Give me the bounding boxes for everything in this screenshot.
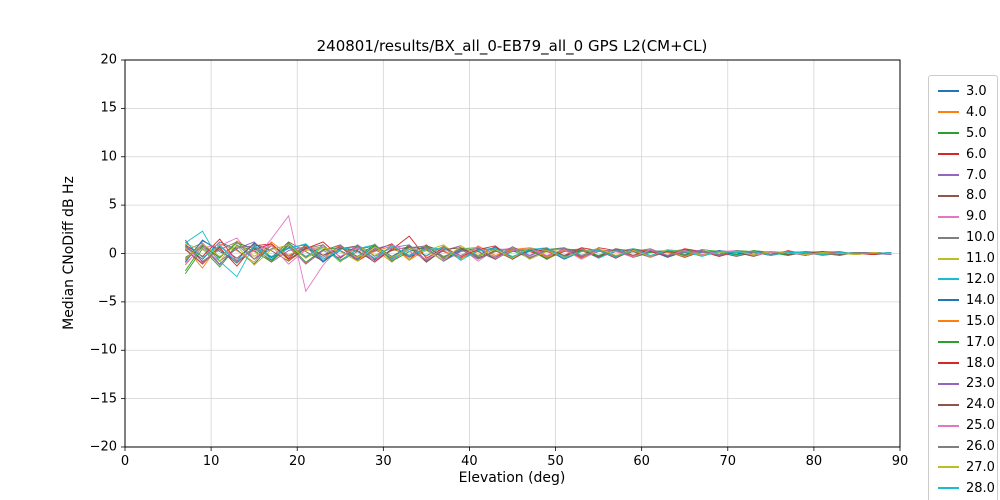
series-line-26.0 <box>185 241 892 262</box>
legend-item-17.0: 17.0 <box>929 332 997 353</box>
legend-label: 7.0 <box>966 167 987 183</box>
y-tick-label: 0 <box>108 246 117 261</box>
x-tick-label: 80 <box>805 454 823 469</box>
legend-item-14.0: 14.0 <box>929 290 997 311</box>
legend-item-5.0: 5.0 <box>929 123 997 144</box>
series-line-28.0 <box>184 241 892 263</box>
legend-item-26.0: 26.0 <box>929 436 997 457</box>
legend-swatch <box>938 153 959 156</box>
y-tick-label: 10 <box>100 149 117 165</box>
legend-label: 11.0 <box>966 251 995 267</box>
legend-swatch <box>938 445 959 448</box>
legend-label: 15.0 <box>966 313 995 329</box>
legend-label: 24.0 <box>966 397 995 413</box>
x-tick-label: 20 <box>288 454 306 469</box>
legend-swatch <box>938 111 959 114</box>
legend-label: 18.0 <box>966 355 995 371</box>
legend-swatch <box>938 341 959 344</box>
legend-label: 27.0 <box>966 459 995 475</box>
y-tick-label: −20 <box>89 439 117 455</box>
legend-item-3.0: 3.0 <box>929 81 997 102</box>
legend-label: 23.0 <box>966 376 995 392</box>
y-tick-label: −5 <box>97 294 117 310</box>
legend-label: 8.0 <box>966 188 987 204</box>
legend-label: 12.0 <box>966 271 995 287</box>
legend-label: 10.0 <box>966 230 995 246</box>
x-tick-label: 0 <box>120 454 130 469</box>
legend-swatch <box>938 174 959 176</box>
legend-label: 17.0 <box>966 334 995 350</box>
x-tick-label: 40 <box>461 454 478 469</box>
legend-swatch <box>938 132 959 135</box>
x-tick-label: 30 <box>375 454 392 469</box>
x-tick-label: 90 <box>891 454 909 469</box>
series-line-25.0 <box>184 244 892 265</box>
legend-swatch <box>938 278 959 281</box>
legend-swatch <box>938 90 959 93</box>
series-line-27.0 <box>184 243 892 266</box>
legend-swatch <box>938 236 959 239</box>
legend-swatch <box>938 320 959 323</box>
legend-swatch <box>938 299 959 302</box>
y-tick-label: 15 <box>100 100 117 116</box>
legend-item-10.0: 10.0 <box>929 227 997 248</box>
legend-item-27.0: 27.0 <box>929 457 997 478</box>
legend-item-11.0: 11.0 <box>929 248 997 269</box>
legend-label: 6.0 <box>966 146 987 162</box>
y-tick-label: −10 <box>89 342 117 358</box>
legend-swatch <box>938 487 959 490</box>
x-tick-label: 70 <box>719 454 737 469</box>
legend-item-8.0: 8.0 <box>929 185 997 206</box>
legend-label: 3.0 <box>966 83 987 99</box>
y-tick-label: 5 <box>108 197 117 213</box>
legend-label: 25.0 <box>966 418 995 434</box>
y-axis-label: Median CNoDiff dB Hz <box>61 176 77 330</box>
legend-swatch <box>938 257 959 260</box>
legend-label: 28.0 <box>966 480 995 496</box>
legend-item-28.0: 28.0 <box>929 478 997 499</box>
legend-swatch <box>938 362 959 365</box>
x-tick-label: 60 <box>633 454 650 469</box>
chart-title: 240801/results/BX_all_0-EB79_all_0 GPS L… <box>316 37 708 55</box>
legend-swatch <box>938 466 959 469</box>
legend-item-25.0: 25.0 <box>929 415 997 436</box>
legend-item-15.0: 15.0 <box>929 311 997 332</box>
legend-item-18.0: 18.0 <box>929 353 997 374</box>
x-tick-label: 50 <box>547 454 564 469</box>
x-axis-label: Elevation (deg) <box>458 470 566 486</box>
legend-item-6.0: 6.0 <box>929 144 997 165</box>
y-tick-label: −15 <box>89 391 117 407</box>
legend-item-12.0: 12.0 <box>929 269 997 290</box>
legend-label: 9.0 <box>966 209 987 225</box>
legend-swatch <box>938 194 959 197</box>
legend-swatch <box>938 424 959 427</box>
legend-swatch <box>938 382 959 385</box>
legend-label: 5.0 <box>966 125 987 141</box>
legend-label: 26.0 <box>966 439 995 455</box>
x-tick-label: 10 <box>202 454 220 469</box>
legend-item-4.0: 4.0 <box>929 102 997 123</box>
legend-label: 4.0 <box>966 104 987 120</box>
legend-swatch <box>938 215 959 218</box>
legend-item-23.0: 23.0 <box>929 373 997 394</box>
legend-item-24.0: 24.0 <box>929 394 997 415</box>
legend-item-9.0: 9.0 <box>929 206 997 227</box>
legend: 3.0 4.0 5.0 6.0 7.0 8.0 9.0 10.0 11.0 12.0 14.0 15.… <box>928 75 998 500</box>
axis-ticks <box>121 59 901 451</box>
legend-swatch <box>938 403 959 406</box>
legend-label: 14.0 <box>966 292 995 308</box>
legend-item-7.0: 7.0 <box>929 165 997 186</box>
y-tick-label: 20 <box>100 52 117 68</box>
